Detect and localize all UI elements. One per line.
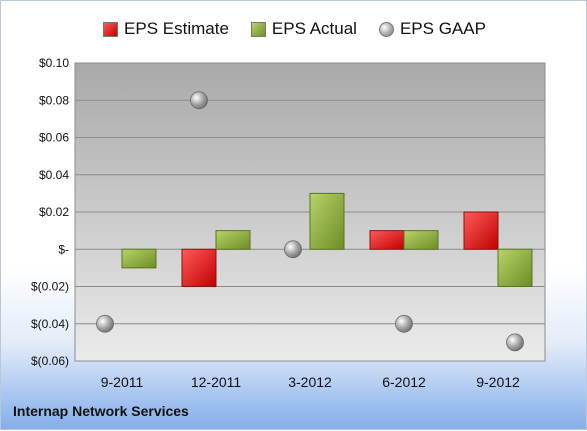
company-name: Internap Network Services <box>13 403 189 419</box>
actual-bar <box>309 192 345 250</box>
estimate-bar <box>181 248 217 287</box>
legend-label-eps-actual: EPS Actual <box>271 19 357 38</box>
gaap-marker <box>395 314 413 333</box>
x-axis: 9-2011 12-2011 3-2012 6-2012 9-2012 <box>101 374 520 390</box>
actual-bar <box>497 248 533 287</box>
actual-bar <box>215 230 251 250</box>
legend-swatch-eps-gaap <box>378 21 394 37</box>
gaap-marker <box>190 91 208 110</box>
actual-bar <box>121 248 157 269</box>
x-tick-label: 12-2011 <box>191 374 242 390</box>
x-tick-label: 9-2012 <box>476 374 520 390</box>
legend-swatch-eps-actual <box>250 21 266 37</box>
y-tick-label: $- <box>58 242 69 256</box>
estimate-bar <box>369 230 405 250</box>
legend-swatch-eps-estimate <box>103 21 119 37</box>
y-tick-label: $0.10 <box>39 56 69 70</box>
gaap-marker <box>96 314 114 333</box>
bars <box>121 192 533 287</box>
y-tick-label: $0.04 <box>39 168 69 182</box>
y-axis: $0.10 $0.08 $0.06 $0.04 $0.02 $- $(0.02) $(0.04… <box>31 56 69 368</box>
estimate-bar <box>463 211 499 250</box>
actual-bar <box>403 230 439 250</box>
legend-label-eps-estimate: EPS Estimate <box>124 19 229 38</box>
gaap-marker <box>284 240 302 259</box>
legend-item-eps-estimate: EPS Estimate <box>103 17 229 41</box>
y-tick-label: $(0.06) <box>31 354 69 368</box>
legend-label-eps-gaap: EPS GAAP <box>399 19 486 38</box>
legend-item-eps-gaap: EPS GAAP <box>378 17 486 41</box>
y-tick-label: $0.06 <box>39 131 69 145</box>
x-tick-label: 9-2011 <box>101 374 144 390</box>
y-tick-label: $0.08 <box>39 93 69 107</box>
y-tick-label: $0.02 <box>39 205 69 219</box>
legend-item-eps-actual: EPS Actual <box>250 17 357 41</box>
gaap-marker <box>506 333 524 352</box>
y-tick-label: $(0.04) <box>31 317 69 331</box>
legend: EPS Estimate EPS Actual EPS GAAP <box>1 17 587 41</box>
gaap-markers <box>96 91 524 352</box>
y-tick-label: $(0.02) <box>31 280 69 294</box>
x-tick-label: 3-2012 <box>288 374 332 390</box>
x-tick-label: 6-2012 <box>382 374 426 390</box>
